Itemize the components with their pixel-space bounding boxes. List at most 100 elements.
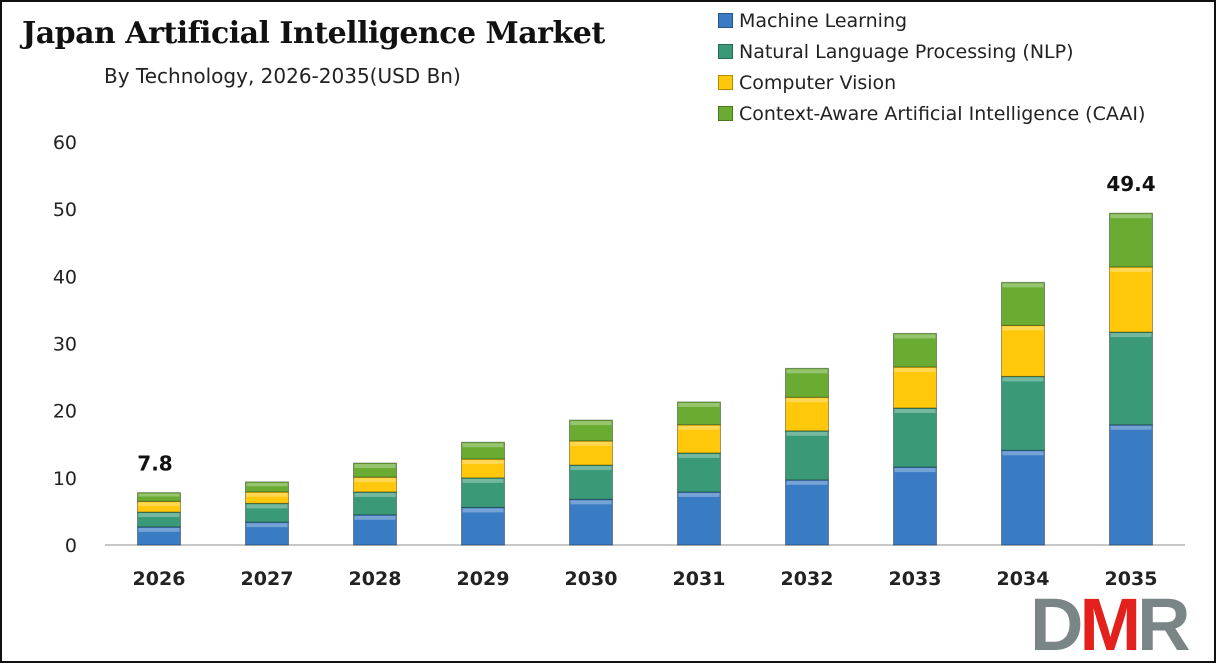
y-tick-label: 0 (65, 535, 77, 557)
bar-segment (569, 498, 613, 546)
legend-swatch (718, 106, 733, 121)
bar-segment (1109, 331, 1153, 426)
chart-title: Japan Artificial Intelligence Market (22, 16, 605, 51)
bar-bevel (894, 334, 936, 339)
legend-swatch (718, 75, 733, 90)
bar-bevel (354, 492, 396, 497)
bar-segment (353, 462, 397, 478)
legend-label: Machine Learning (739, 9, 908, 32)
bar-bevel (138, 513, 180, 518)
bar-bevel (246, 482, 288, 487)
bar-bevel (786, 480, 828, 485)
data-label: 49.4 (1106, 172, 1155, 196)
bar-segment (677, 452, 721, 493)
x-tick-label: 2029 (457, 568, 510, 590)
bar-bevel (678, 453, 720, 458)
bar-segment (461, 506, 505, 546)
bar-segment (1001, 281, 1045, 326)
bar-segment (677, 491, 721, 546)
legend: Machine Learning Natural Language Proces… (718, 5, 1145, 129)
bar-segment (569, 464, 613, 500)
bar-bevel (138, 493, 180, 497)
bar-bevel (354, 515, 396, 520)
bar-bevel (570, 500, 612, 505)
legend-label: Natural Language Processing (NLP) (739, 40, 1074, 63)
dmr-logo: DMR (1030, 588, 1191, 662)
bar-bevel (462, 478, 504, 483)
bar-bevel (354, 464, 396, 469)
bar-bevel (786, 398, 828, 403)
bar-bevel (786, 431, 828, 436)
x-tick-label: 2030 (565, 568, 618, 590)
bar-bevel (246, 492, 288, 497)
logo-letter: R (1137, 583, 1190, 666)
bar-segment (785, 479, 829, 546)
legend-item-nlp: Natural Language Processing (NLP) (718, 36, 1145, 67)
bar-bevel (462, 508, 504, 513)
legend-item-machine-learning: Machine Learning (718, 5, 1145, 36)
bar-bevel (894, 408, 936, 413)
bar-segment (461, 477, 505, 508)
bar-bevel (354, 478, 396, 483)
y-tick-label: 60 (53, 132, 77, 154)
bar-segment (1001, 324, 1045, 377)
bar-bevel (1002, 451, 1044, 456)
bar-segment (893, 466, 937, 546)
chart-subtitle: By Technology, 2026-2035(USD Bn) (104, 64, 461, 88)
bar-segment (1001, 449, 1045, 546)
bar-segment (785, 367, 829, 398)
x-tick-label: 2034 (997, 568, 1050, 590)
logo-letter: D (1030, 583, 1083, 666)
bar-segment (1109, 212, 1153, 268)
bar-bevel (1002, 377, 1044, 382)
y-tick-label: 20 (53, 401, 77, 423)
bar-segment (461, 441, 505, 460)
y-tick-label: 40 (53, 266, 77, 288)
bar-bevel (678, 492, 720, 497)
bar-segment (893, 366, 937, 409)
y-tick-label: 50 (53, 199, 77, 221)
bar-bevel (570, 466, 612, 471)
bar-segment (893, 407, 937, 468)
bar-bevel (894, 368, 936, 373)
bar-segment (893, 332, 937, 368)
bar-segment (569, 419, 613, 442)
bar-segment (137, 492, 181, 502)
bar-segment (353, 514, 397, 546)
data-label: 7.8 (137, 452, 172, 476)
bar-bevel (1110, 267, 1152, 272)
bar-bevel (1110, 425, 1152, 430)
x-tick-label: 2027 (241, 568, 294, 590)
x-tick-label: 2033 (889, 568, 942, 590)
bar-bevel (1002, 326, 1044, 331)
bar-bevel (1002, 283, 1044, 288)
bar-bevel (462, 460, 504, 465)
bar-segment (1109, 424, 1153, 546)
bar-bevel (570, 441, 612, 446)
bar-segment (569, 440, 613, 466)
x-tick-label: 2035 (1105, 568, 1158, 590)
bar-bevel (894, 468, 936, 473)
bar-bevel (1110, 333, 1152, 338)
bar-segment (1001, 375, 1045, 451)
legend-swatch (718, 13, 733, 28)
x-tick-label: 2032 (781, 568, 834, 590)
y-tick-label: 10 (53, 468, 77, 490)
bar-bevel (246, 504, 288, 509)
bar-bevel (678, 425, 720, 430)
bar-segment (677, 401, 721, 426)
bar-segment (785, 396, 829, 432)
bar-segment (137, 500, 181, 513)
bar-segment (245, 481, 289, 493)
y-tick-label: 30 (53, 334, 77, 356)
bar-bevel (678, 402, 720, 407)
bar-segment (677, 424, 721, 454)
bar-segment (461, 458, 505, 479)
x-tick-label: 2031 (673, 568, 726, 590)
bar-bevel (138, 527, 180, 532)
legend-label: Computer Vision (739, 71, 897, 94)
bar-bevel (246, 523, 288, 528)
bar-bevel (1110, 214, 1152, 219)
